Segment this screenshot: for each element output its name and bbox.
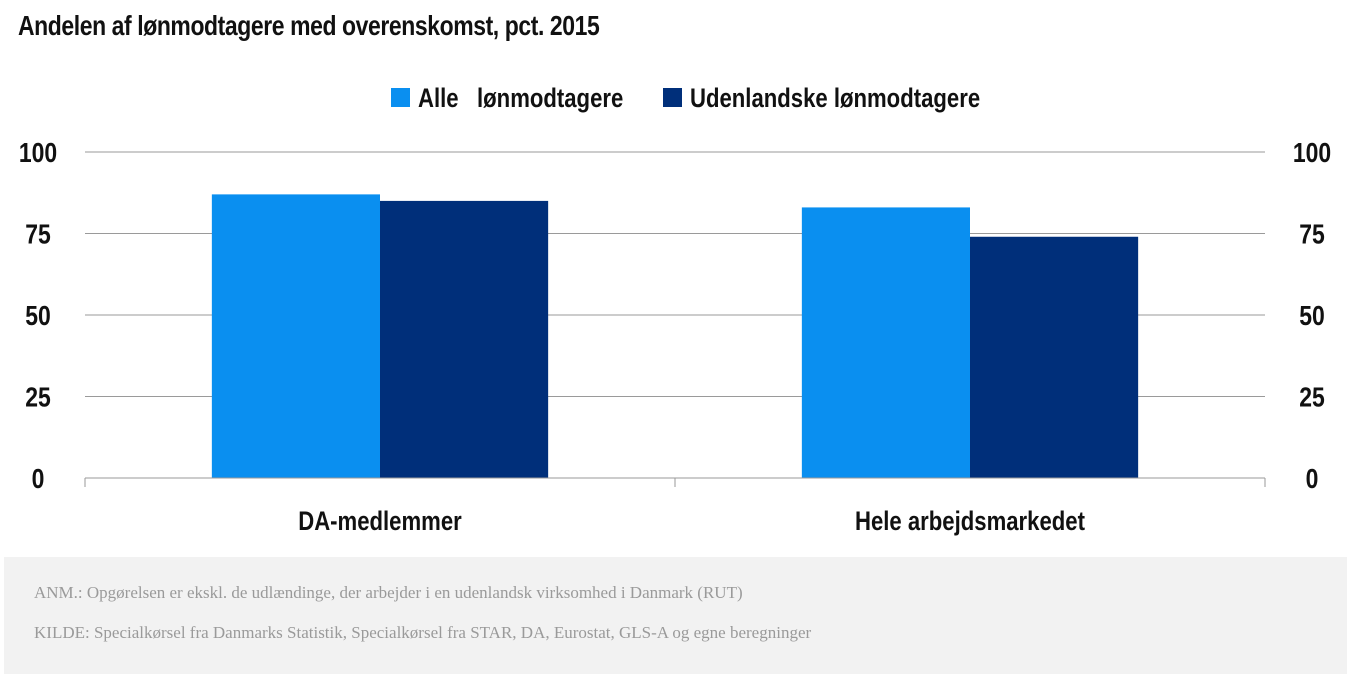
- y-tick-label-left: 50: [25, 301, 51, 332]
- note-anm: ANM.: Opgørelsen er ekskl. de udlændinge…: [34, 583, 743, 602]
- y-tick-label-left: 100: [19, 138, 57, 169]
- bars: [211, 194, 1139, 479]
- bar: [970, 236, 1139, 478]
- bar-chart: 0 25 50 75 100 0 25 50 75 100 DA-medlemmer Hele a…: [19, 84, 1331, 537]
- y-axis-right: 0 25 50 75 100: [1293, 138, 1331, 495]
- y-axis-left: 0 25 50 75 100: [19, 138, 57, 495]
- y-tick-label-left: 25: [25, 382, 51, 413]
- chart-title: Andelen af lønmodtagere med overenskomst…: [18, 10, 600, 41]
- x-tick-label: DA-medlemmer: [298, 507, 462, 537]
- x-axis-labels: DA-medlemmer Hele arbejdsmarkedet: [298, 507, 1085, 537]
- notes-panel: ANM.: Opgørelsen er ekskl. de udlændinge…: [4, 557, 1347, 674]
- y-tick-label-left: 0: [32, 464, 45, 495]
- x-axis: [84, 477, 1266, 487]
- legend-swatch: [391, 88, 410, 107]
- y-tick-label-left: 75: [25, 219, 51, 250]
- bar: [380, 200, 549, 478]
- legend-swatch: [663, 88, 682, 107]
- y-tick-label-right: 75: [1299, 219, 1325, 250]
- y-tick-label-right: 100: [1293, 138, 1331, 169]
- x-tick-label: Hele arbejdsmarkedet: [855, 507, 1085, 537]
- legend-label: Udenlandske lønmodtagere: [690, 84, 980, 114]
- bar: [801, 207, 970, 479]
- y-tick-label-right: 0: [1306, 464, 1319, 495]
- note-source: KILDE: Specialkørsel fra Danmarks Statis…: [34, 623, 812, 642]
- y-tick-label-right: 25: [1299, 382, 1325, 413]
- legend-label: Alle lønmodtagere: [418, 84, 623, 114]
- y-tick-label-right: 50: [1299, 301, 1325, 332]
- bar: [211, 194, 380, 478]
- legend: Alle lønmodtagere Udenlandske lønmodtager…: [391, 84, 980, 114]
